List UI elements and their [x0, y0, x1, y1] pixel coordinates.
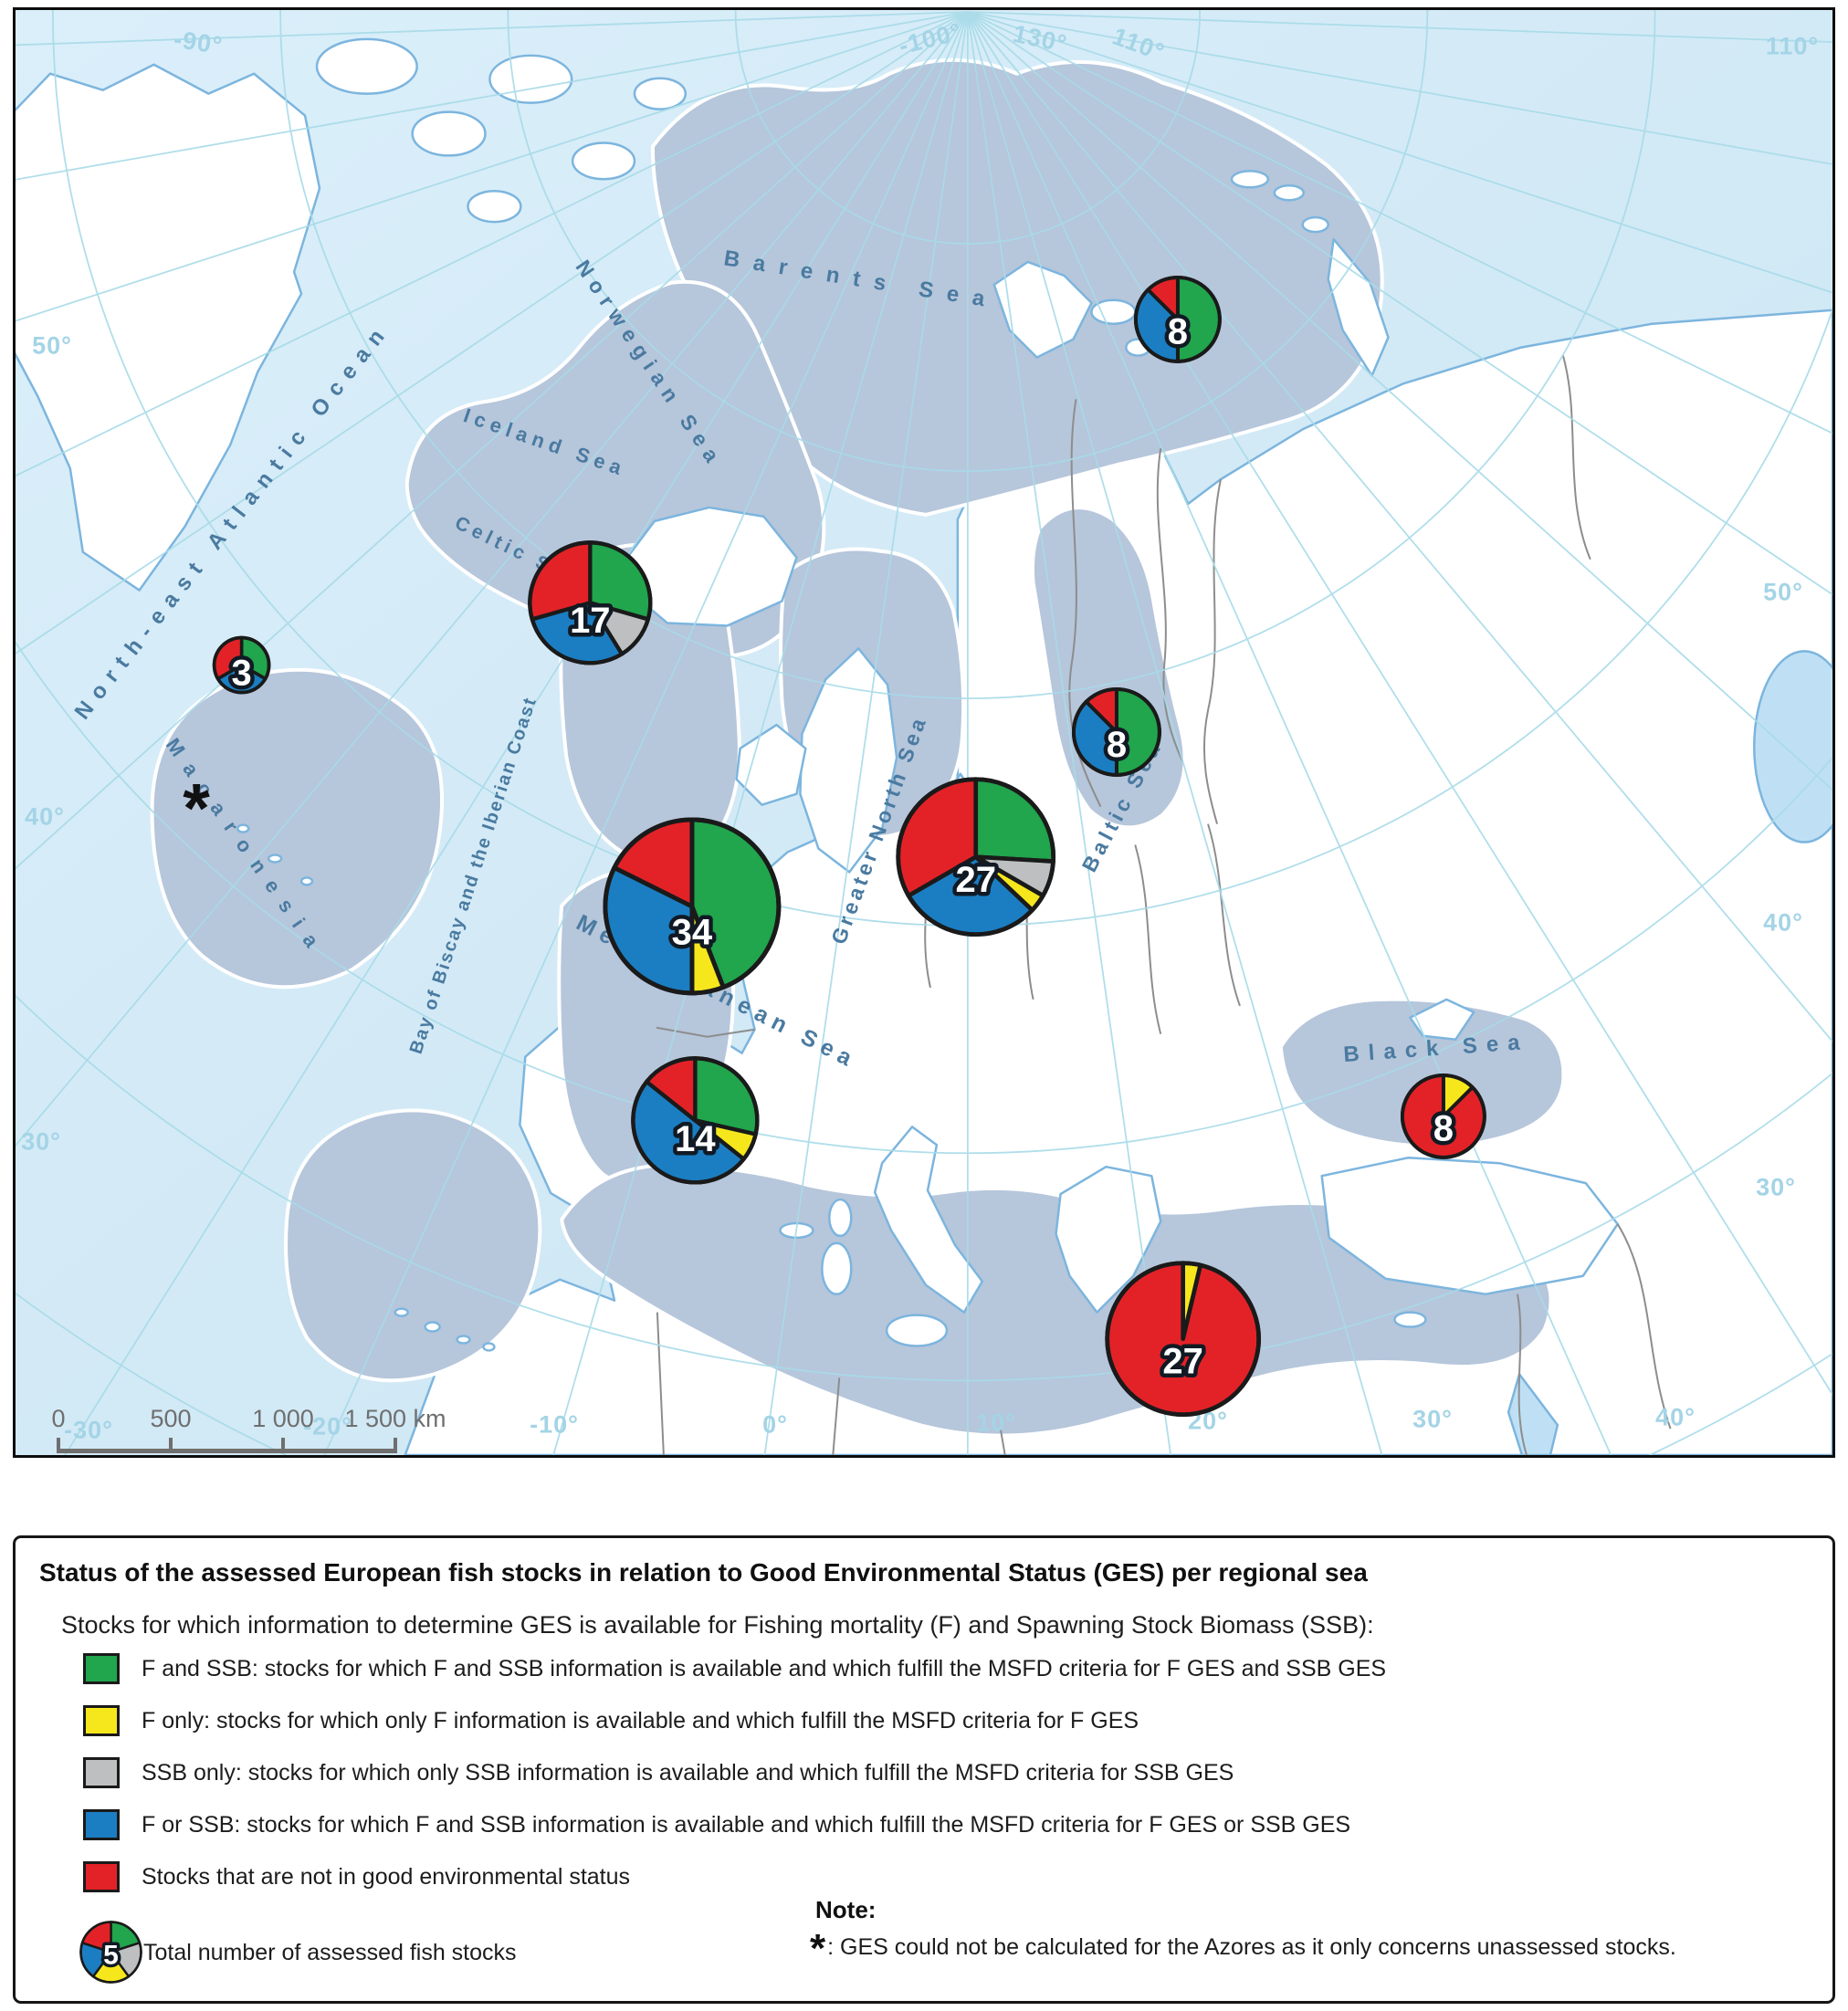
- graticule-label: 30°: [1412, 1405, 1453, 1433]
- pie-number: 34: [672, 912, 713, 952]
- azores-asterisk-marker: *: [183, 770, 210, 848]
- pie-baltic-sea: 8: [1072, 687, 1161, 777]
- map: North-east Atlantic Ocean Norwegian Sea Ic…: [13, 7, 1835, 1458]
- pie-black-sea: 8: [1401, 1074, 1486, 1159]
- legend-swatch-blue: [83, 1809, 120, 1840]
- legend-swatch-gray: [83, 1757, 120, 1788]
- graticule-label: 40°: [1763, 908, 1803, 937]
- regional-seas-layer: [150, 58, 1566, 1438]
- caspian-sea: [1753, 650, 1832, 843]
- scale-tick: [394, 1438, 397, 1451]
- sea-label-macaronesia: Macaronesia: [161, 733, 331, 962]
- land-greenland: [16, 63, 321, 592]
- scale-tick: [57, 1438, 60, 1451]
- graticule-label: -90°: [172, 25, 225, 60]
- scale-label: 0: [51, 1405, 66, 1432]
- legend-item-green: F and SSB: stocks for which F and SSB in…: [83, 1650, 1386, 1687]
- scale-bar: 0 500 1 000 1 500 km: [51, 1405, 446, 1455]
- scale-label: 1 500 km: [344, 1405, 446, 1432]
- graticule-label: 110°: [1765, 32, 1820, 60]
- pie-celtic-sea: 34: [603, 817, 782, 996]
- legend-item-red: Stocks that are not in good environmenta…: [83, 1859, 630, 1895]
- legend-swatch-red: [83, 1861, 120, 1892]
- sea-label-bay-of-biscay: Bay of Biscay and the Iberian Coast: [405, 694, 541, 1057]
- country-borders: [656, 355, 1672, 1455]
- land-uk: [799, 647, 898, 874]
- scale-tick: [169, 1438, 173, 1451]
- pie-number: 8: [1107, 725, 1127, 765]
- legend-item-label: F or SSB: stocks for which F and SSB inf…: [142, 1811, 1351, 1838]
- graticule-label: 30°: [1756, 1173, 1796, 1201]
- graticule-label: 130°: [1010, 19, 1070, 58]
- legend-title: Status of the assessed European fish sto…: [39, 1558, 1368, 1587]
- scale-label: 1 000: [252, 1405, 314, 1432]
- sea-label-norwegian-sea: Norwegian Sea: [571, 255, 729, 473]
- graticule-label: -10°: [530, 1410, 579, 1439]
- pie-number: 8: [1433, 1108, 1454, 1148]
- land-turkey: [1320, 1156, 1619, 1295]
- land-italy: [873, 1126, 984, 1314]
- pie-number: 27: [1163, 1342, 1203, 1382]
- legend-item-label: SSB only: stocks for which only SSB info…: [142, 1759, 1234, 1786]
- asterisk-note-symbol: *: [810, 1926, 826, 1971]
- sea-label-black-sea: Black Sea: [1342, 1029, 1530, 1068]
- land-crimea: [1409, 998, 1475, 1041]
- legend-item-label: F and SSB: stocks for which F and SSB in…: [142, 1655, 1387, 1681]
- pie-barents-sea: 8: [1134, 276, 1222, 363]
- legend-panel: Status of the assessed European fish sto…: [13, 1535, 1835, 2004]
- legend-swatch-green: [83, 1653, 120, 1684]
- region-macaronesia-south: [284, 1108, 542, 1383]
- pie-north-east-atlantic: 3: [213, 636, 271, 697]
- map-svg: [16, 10, 1832, 1455]
- scale-tick: [281, 1438, 285, 1451]
- pie-bay-of-biscay: 14: [630, 1055, 760, 1185]
- red-sea: [1507, 1373, 1559, 1455]
- graticule-label: -100°: [896, 17, 965, 60]
- land-svalbard: [992, 260, 1093, 359]
- pie-mediterranean-sea: 27: [1105, 1261, 1262, 1418]
- note-text: : GES could not be calculated for the Az…: [827, 1934, 1676, 1960]
- sea-label-barents-sea: Barents Sea: [721, 246, 1001, 314]
- legend-total-pie: 5: [79, 1920, 142, 1984]
- legend-item-label: Stocks that are not in good environmenta…: [142, 1863, 631, 1890]
- legend-item-gray: SSB only: stocks for which only SSB info…: [83, 1754, 1234, 1791]
- pie-number: 17: [570, 601, 610, 641]
- pie-number: 14: [675, 1118, 716, 1158]
- graticule-label: 50°: [32, 331, 72, 360]
- legend-subtitle: Stocks for which information to determin…: [61, 1611, 1374, 1639]
- region-black-sea: [1278, 997, 1566, 1148]
- map-overlay: North-east Atlantic Ocean Norwegian Sea Ic…: [16, 10, 1832, 1455]
- legend-swatch-yellow: [83, 1705, 120, 1736]
- graticule-label: 40°: [1655, 1403, 1696, 1431]
- islands-layer: [236, 170, 1832, 1455]
- graticule-label: 40°: [25, 802, 65, 831]
- pie-greater-north-sea: 27: [896, 777, 1056, 937]
- pie-number: 3: [232, 654, 252, 694]
- legend-total-label: Total number of assessed fish stocks: [143, 1940, 517, 1965]
- note-heading: Note:: [815, 1896, 877, 1923]
- graticule-label: 110°: [1108, 22, 1169, 67]
- sea-label-iceland-sea: Iceland Sea: [460, 403, 630, 481]
- pie-number: 8: [1168, 312, 1188, 352]
- pie-number: 27: [956, 860, 996, 900]
- graticule-label: 30°: [21, 1127, 61, 1156]
- scale-label: 500: [150, 1405, 192, 1432]
- legend-item-yellow: F only: stocks for which only F informat…: [83, 1702, 1139, 1739]
- pie-iceland-sea: 17: [527, 539, 653, 665]
- land-ireland: [735, 723, 807, 806]
- graticule-label: 0°: [762, 1410, 788, 1439]
- legend-item-label: F only: stocks for which only F informat…: [142, 1707, 1139, 1733]
- graticule-label: 50°: [1763, 578, 1803, 606]
- graticule-label: 10°: [976, 1409, 1016, 1437]
- legend-item-blue: F or SSB: stocks for which F and SSB inf…: [83, 1807, 1350, 1843]
- pie-number: 5: [103, 1940, 119, 1970]
- note-line: *: GES could not be calculated for the A…: [810, 1929, 1676, 1969]
